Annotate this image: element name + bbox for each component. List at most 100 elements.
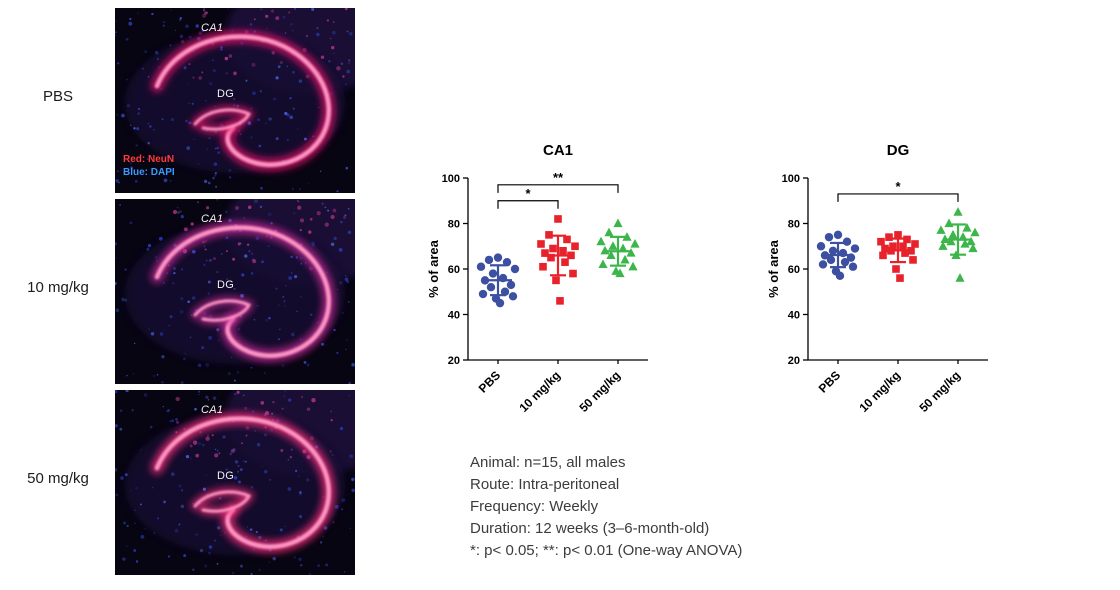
data-point: [966, 236, 976, 246]
data-point: [559, 247, 567, 255]
x-tick-label: PBS: [476, 368, 503, 395]
data-point: [970, 227, 980, 237]
data-point: [613, 218, 623, 228]
data-point: [816, 242, 826, 251]
chart-title-dg: DG: [886, 142, 910, 159]
significance-bracket: [837, 193, 959, 202]
y-tick-label: 40: [788, 310, 800, 322]
stain-legend-dapi: Blue: DAPI: [123, 167, 175, 178]
data-point: [598, 259, 608, 269]
micrograph-image-50mgkg: CA1 DG: [115, 390, 355, 575]
y-tick-label: 40: [448, 310, 460, 322]
y-tick-label: 80: [788, 219, 800, 231]
data-point: [826, 255, 836, 265]
y-tick-label: 80: [448, 219, 460, 231]
data-point: [484, 255, 494, 265]
data-point: [478, 289, 488, 299]
chart-title-ca1: CA1: [542, 142, 573, 159]
data-point: [850, 244, 860, 253]
region-label-ca1: CA1: [201, 213, 224, 225]
data-point: [618, 243, 628, 253]
data-point: [488, 269, 498, 278]
data-point: [948, 229, 958, 239]
micrograph-row-10mgkg: 10 mg/kg CA1 DG: [0, 199, 360, 384]
data-point: [842, 237, 852, 246]
data-point: [894, 231, 902, 239]
data-point: [892, 265, 900, 273]
data-point: [901, 249, 909, 257]
data-point: [955, 273, 965, 282]
data-point: [549, 244, 557, 253]
data-point: [561, 258, 569, 266]
data-point: [840, 257, 850, 267]
hippocampus-micrograph: [115, 199, 355, 384]
data-point: [911, 240, 919, 248]
dose-label-10mgkg: 10 mg/kg: [27, 279, 89, 296]
data-point: [596, 236, 606, 246]
hippocampus-micrograph: [115, 8, 355, 193]
y-tick-label: 20: [448, 355, 460, 367]
data-point: [600, 245, 610, 255]
data-point: [848, 262, 858, 271]
data-point: [962, 223, 972, 232]
data-point: [938, 241, 948, 250]
stain-legend-neun: Red: NeuN: [123, 154, 175, 165]
region-label-dg: DG: [217, 470, 235, 482]
data-point: [547, 253, 555, 262]
data-point: [899, 242, 907, 251]
y-tick-label: 100: [442, 173, 460, 185]
data-point: [889, 242, 897, 251]
data-point: [569, 269, 577, 278]
data-point: [476, 262, 486, 271]
dose-label-50mgkg: 50 mg/kg: [27, 470, 89, 487]
study-notes: Animal: n=15, all males Route: Intra-per…: [470, 452, 742, 562]
data-point: [510, 264, 520, 274]
region-label-dg: DG: [217, 88, 235, 100]
data-point: [881, 244, 889, 253]
data-point: [537, 240, 545, 248]
region-label-ca1: CA1: [201, 22, 224, 34]
data-point: [615, 268, 625, 278]
data-point: [571, 242, 579, 251]
chart-dg: DG % of area 20 40 60 80 100 PBS 10 mg/kg 50 mg…: [760, 128, 1040, 440]
x-tick-label: PBS: [816, 368, 843, 395]
data-point: [960, 238, 970, 248]
data-point: [909, 256, 917, 264]
significance-bracket: [497, 200, 559, 209]
data-point: [828, 246, 838, 255]
micrograph-row-50mgkg: 50 mg/kg CA1 DG: [0, 390, 360, 575]
x-tick-label: 50 mg/kg: [576, 368, 623, 415]
note-line-duration: Duration: 12 weeks (3–6-month-old): [470, 520, 710, 537]
data-point: [833, 230, 843, 240]
micrograph-image-pbs: CA1 DG Red: NeuN Blue: DAPI: [115, 8, 355, 193]
data-point: [552, 276, 560, 285]
data-point: [953, 207, 963, 216]
data-point: [539, 262, 547, 271]
data-point: [554, 215, 562, 223]
data-point: [879, 251, 887, 260]
y-tick-label: 60: [448, 264, 460, 276]
data-point: [563, 235, 571, 244]
data-point: [495, 298, 505, 308]
note-line-frequency: Frequency: Weekly: [470, 498, 599, 515]
dose-label-pbs: PBS: [42, 88, 73, 105]
data-point: [630, 238, 640, 248]
data-point: [818, 260, 828, 269]
data-point: [604, 227, 614, 237]
data-point: [556, 297, 564, 305]
data-point: [545, 231, 553, 239]
data-point: [885, 233, 893, 241]
micrograph-row-pbs: PBS CA1 DG Red: NeuN Blue: DAPI: [0, 8, 360, 193]
x-tick-label: 10 mg/kg: [856, 368, 903, 415]
region-label-dg: DG: [217, 279, 235, 291]
data-point: [506, 280, 516, 290]
significance-bracket: [497, 184, 619, 193]
significance-label: **: [553, 170, 564, 185]
y-tick-label: 100: [782, 173, 800, 185]
note-line-route: Route: Intra-peritoneal: [470, 476, 620, 493]
data-point: [606, 250, 616, 259]
hippocampus-micrograph: [115, 390, 355, 575]
x-tick-label: 10 mg/kg: [516, 368, 563, 415]
data-point: [968, 243, 978, 253]
